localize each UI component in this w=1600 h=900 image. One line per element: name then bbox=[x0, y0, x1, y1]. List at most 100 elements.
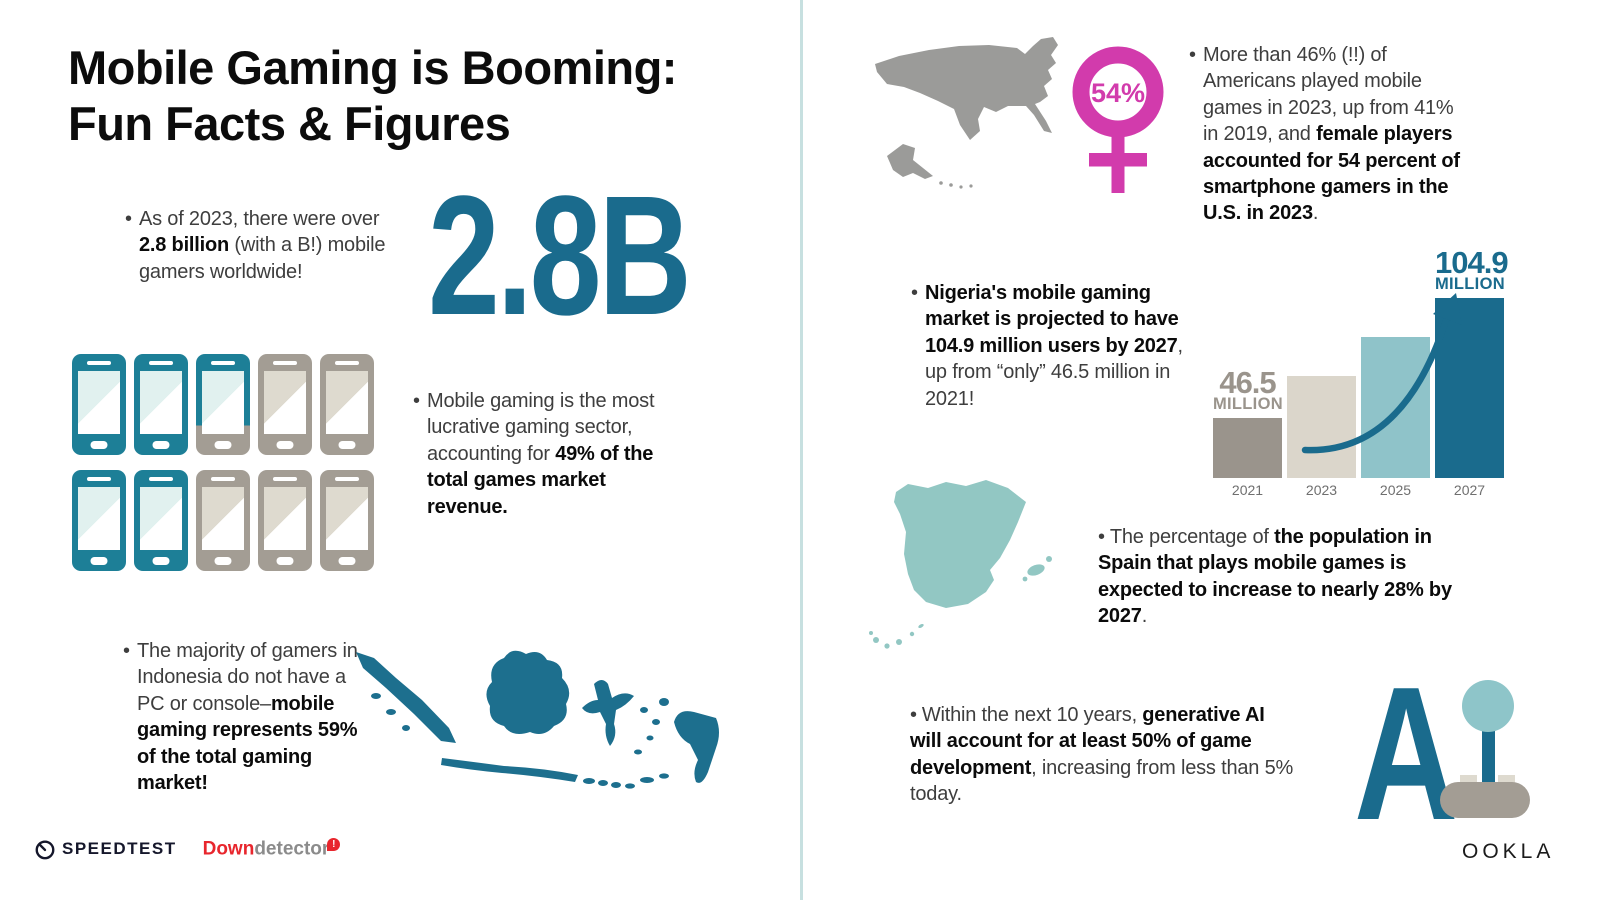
bar-2021 bbox=[1213, 418, 1282, 478]
phone-speaker bbox=[211, 477, 235, 481]
fact-indonesia: • The majority of gamers in Indonesia do … bbox=[122, 638, 359, 796]
bullet-point: • bbox=[413, 390, 420, 412]
ookla-logo: OOKLA bbox=[1462, 840, 1555, 863]
ai-joystick-graphic: A bbox=[1332, 648, 1557, 861]
phone-speaker bbox=[87, 477, 111, 481]
fact-revenue: • Mobile gaming is the most lucrative gam… bbox=[412, 388, 662, 520]
fact-nigeria-text: Nigeria's mobile gaming market is projec… bbox=[925, 282, 1183, 410]
downdetector-rest: detector bbox=[254, 838, 330, 860]
phone-speaker bbox=[273, 361, 297, 365]
spain-map bbox=[869, 480, 1052, 649]
x-tick-label: 2025 bbox=[1379, 482, 1412, 498]
bullet-point: • bbox=[1189, 44, 1196, 66]
phone-icon-teal bbox=[134, 470, 188, 571]
speedtest-logo: SPEEDTEST bbox=[34, 838, 177, 860]
phone-home bbox=[152, 557, 170, 565]
nigeria-users-chart: 46.5 MILLION 2021 2023 2025 104.9 MILLION 2027 bbox=[1213, 245, 1515, 498]
phone-screen bbox=[78, 487, 120, 550]
phone-home bbox=[90, 441, 108, 449]
fact-gamers-text: As of 2023, there were over 2.8 billion … bbox=[139, 208, 386, 283]
female-badge-percent: 54% bbox=[1091, 78, 1145, 108]
bullet-point: • bbox=[911, 282, 918, 304]
downdetector-down: Down bbox=[202, 838, 255, 860]
downdetector-logo: Downdetector! bbox=[203, 838, 341, 860]
chart-bars: 46.5 MILLION 2021 2023 2025 104.9 MILLION 2027 bbox=[1213, 245, 1515, 498]
fact-us: • More than 46% (!!) of Americans played … bbox=[1188, 42, 1461, 227]
fact-spain: • The percentage of the population in Spa… bbox=[1098, 524, 1470, 630]
phone-screen bbox=[78, 371, 120, 434]
phone-speaker bbox=[335, 477, 359, 481]
fact-indonesia-text: The majority of gamers in Indonesia do n… bbox=[137, 640, 358, 794]
joystick-stick bbox=[1482, 725, 1495, 785]
phone-speaker bbox=[87, 361, 111, 365]
x-tick-label: 2021 bbox=[1231, 482, 1264, 498]
phone-speaker bbox=[211, 361, 235, 365]
phone-icon-teal bbox=[72, 470, 126, 571]
phone-screen bbox=[264, 487, 306, 550]
ai-letter-a: A bbox=[1354, 648, 1459, 861]
x-tick-label: 2023 bbox=[1305, 482, 1338, 498]
fact-us-text: More than 46% (!!) of Americans played m… bbox=[1203, 44, 1460, 225]
phone-speaker bbox=[149, 477, 173, 481]
bullet-point: • bbox=[910, 704, 917, 726]
phone-speaker bbox=[273, 477, 297, 481]
speedtest-wordmark: SPEEDTEST bbox=[62, 839, 177, 859]
bar-2023 bbox=[1287, 376, 1356, 478]
bar-2025 bbox=[1361, 337, 1430, 478]
phone-screen bbox=[264, 371, 306, 434]
chart-column-2025: 2025 bbox=[1361, 248, 1430, 498]
joystick-button bbox=[1460, 775, 1477, 785]
x-tick-label: 2027 bbox=[1453, 482, 1486, 498]
big-stat-2-8b: 2.8B bbox=[428, 161, 692, 351]
usa-map bbox=[875, 37, 1058, 189]
chart-column-2021: 46.5 MILLION 2021 bbox=[1213, 248, 1283, 498]
phone-screen bbox=[202, 371, 244, 434]
phone-screen bbox=[140, 487, 182, 550]
phone-grid bbox=[72, 354, 374, 571]
phone-home bbox=[276, 441, 294, 449]
phone-icon-teal bbox=[134, 354, 188, 455]
phone-screen bbox=[202, 487, 244, 550]
phone-screen bbox=[326, 487, 368, 550]
chart-column-2023: 2023 bbox=[1287, 248, 1356, 498]
fact-gamers: • As of 2023, there were over 2.8 billion… bbox=[124, 206, 401, 285]
bullet-point: • bbox=[1098, 526, 1105, 548]
phone-icon-gray bbox=[258, 470, 312, 571]
bar-2027 bbox=[1435, 298, 1504, 478]
chart-column-2027: 104.9 MILLION 2027 bbox=[1435, 245, 1509, 498]
fact-ai-text: Within the next 10 years, generative AI … bbox=[910, 704, 1294, 806]
phone-icon-gray bbox=[320, 470, 374, 571]
page-title: Mobile Gaming is Booming: Fun Facts & Fi… bbox=[68, 41, 677, 151]
joystick-base bbox=[1440, 782, 1530, 818]
phone-home bbox=[152, 441, 170, 449]
bar-value-label: 104.9 MILLION bbox=[1435, 245, 1509, 294]
phone-icon-split bbox=[196, 354, 250, 455]
phone-icon-gray bbox=[258, 354, 312, 455]
downdetector-alert-icon: ! bbox=[327, 838, 341, 851]
phone-icon-gray bbox=[320, 354, 374, 455]
bullet-point: • bbox=[125, 208, 132, 230]
center-divider bbox=[800, 0, 803, 900]
phone-home bbox=[214, 557, 232, 565]
phone-screen bbox=[140, 371, 182, 434]
phone-icon-gray bbox=[196, 470, 250, 571]
fact-nigeria: • Nigeria's mobile gaming market is proje… bbox=[910, 280, 1187, 412]
phone-home bbox=[338, 557, 356, 565]
phone-home bbox=[90, 557, 108, 565]
fact-ai: • Within the next 10 years, generative AI… bbox=[910, 702, 1300, 808]
fact-spain-text: The percentage of the population in Spai… bbox=[1098, 526, 1452, 628]
phone-speaker bbox=[335, 361, 359, 365]
bullet-point: • bbox=[123, 640, 130, 662]
phone-home bbox=[276, 557, 294, 565]
indonesia-map bbox=[356, 650, 719, 789]
phone-home bbox=[338, 441, 356, 449]
joystick-ball bbox=[1462, 680, 1514, 732]
phone-icon-teal bbox=[72, 354, 126, 455]
footer-left: SPEEDTEST Downdetector! bbox=[34, 838, 341, 860]
bar-value-label: 46.5 MILLION bbox=[1213, 364, 1283, 414]
phone-screen bbox=[326, 371, 368, 434]
joystick-button bbox=[1498, 775, 1515, 785]
female-symbol-icon: 54% bbox=[1072, 46, 1164, 193]
fact-revenue-text: Mobile gaming is the most lucrative gami… bbox=[427, 390, 655, 518]
